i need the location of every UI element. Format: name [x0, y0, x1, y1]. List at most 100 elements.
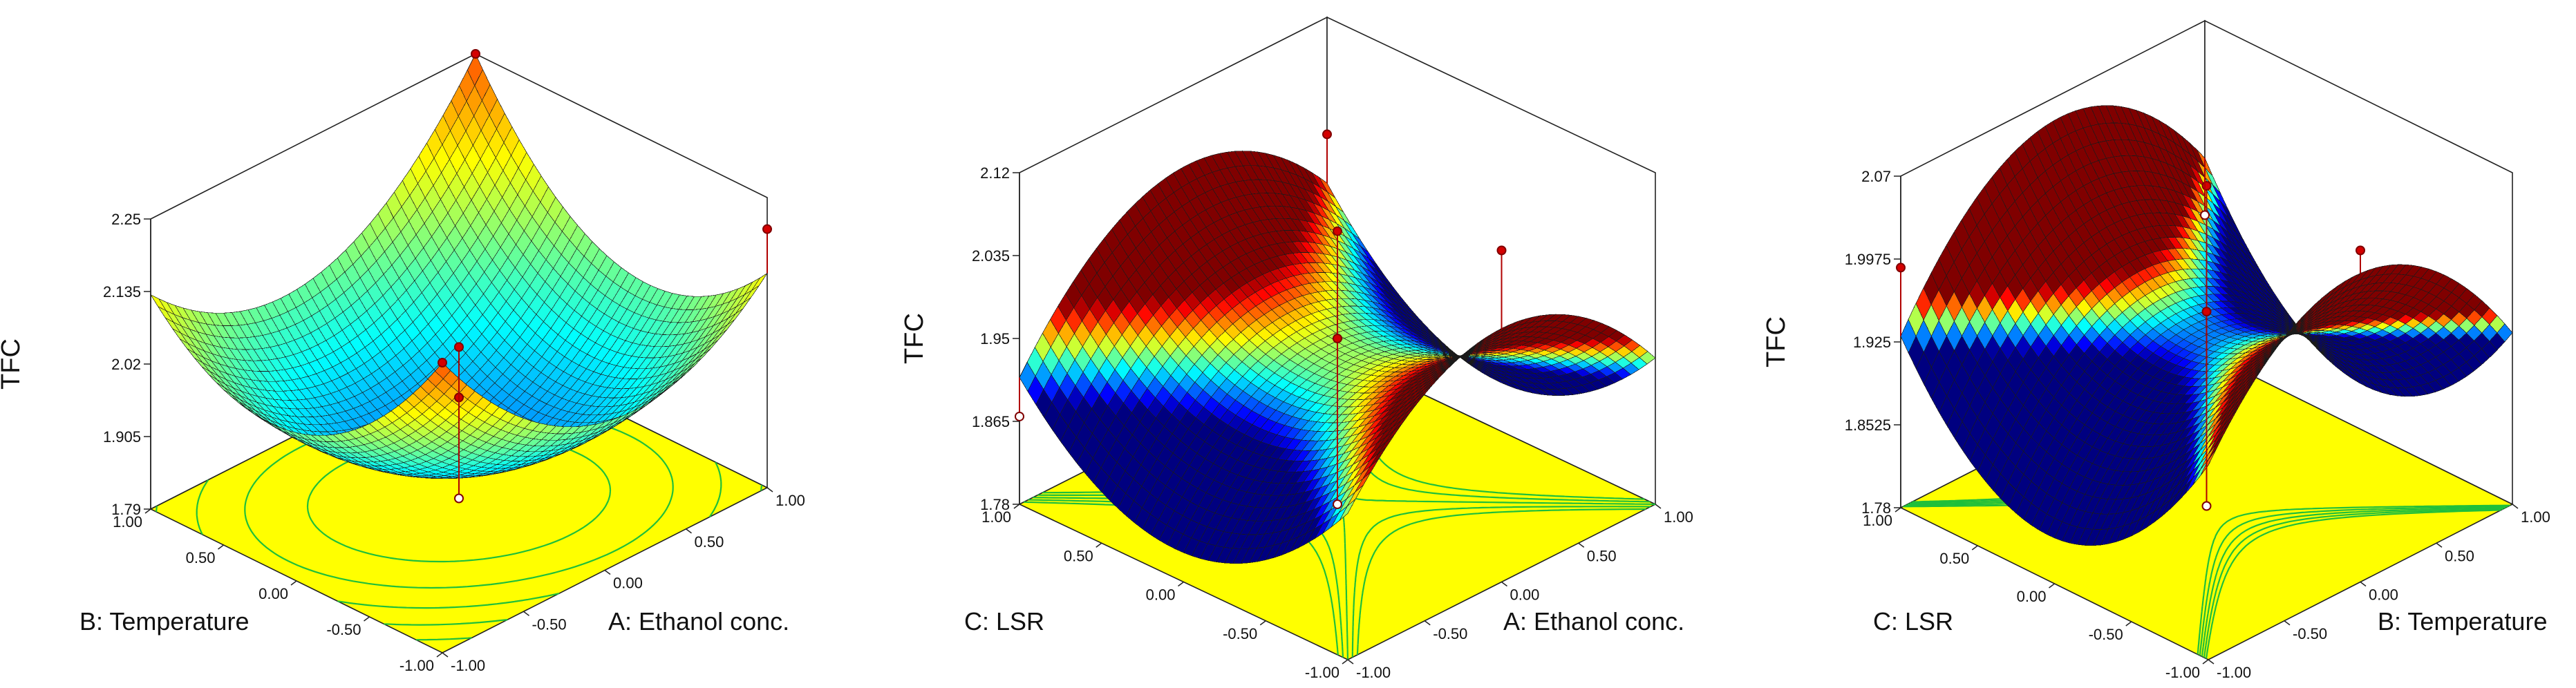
y-tick-label: -0.50 [2089, 626, 2123, 643]
y-tick-label: -0.50 [1223, 625, 1257, 642]
x-tick-mark [1501, 581, 1507, 587]
z-tick-label: 2.02 [111, 356, 141, 373]
x-tick-label: 0.50 [2445, 547, 2474, 564]
y-tick-label: -1.00 [399, 657, 434, 674]
z-tick-label: 1.865 [972, 413, 1010, 430]
x-axis-title: A: Ethanol conc. [608, 607, 789, 636]
x-tick-label: 1.00 [775, 492, 805, 509]
x-tick-mark [604, 569, 611, 575]
x-axis-title: A: Ethanol conc. [1503, 607, 1684, 636]
z-tick-label: 1.79 [111, 501, 141, 518]
x-tick-mark [442, 652, 449, 658]
design-point [1015, 411, 1024, 421]
y-tick-mark [218, 544, 224, 550]
y-tick-label: -1.00 [1305, 664, 1339, 681]
x-tick-mark [2208, 659, 2215, 665]
design-point [438, 358, 447, 367]
response-surface [1019, 151, 1656, 564]
response-surface [150, 53, 768, 479]
x-tick-label: 0.00 [1510, 586, 1540, 604]
x-axis-title: B: Temperature [2378, 607, 2547, 636]
design-point [1496, 245, 1507, 256]
y-tick-label: 0.00 [2017, 588, 2047, 605]
y-tick-mark [436, 652, 443, 658]
design-point [471, 49, 480, 59]
y-tick-mark [144, 508, 151, 514]
x-tick-mark [2436, 542, 2443, 548]
z-axis-title: TFC [1762, 316, 1791, 367]
y-tick-label: 0.50 [1064, 547, 1093, 564]
x-tick-mark [767, 487, 773, 493]
z-tick-label: 1.8525 [1845, 417, 1891, 434]
design-point [454, 342, 464, 352]
x-tick-label: 0.50 [1587, 547, 1617, 564]
y-tick-mark [1971, 545, 1978, 551]
z-tick-label: 2.035 [972, 247, 1010, 265]
y-axis-title: C: LSR [1873, 607, 1953, 636]
design-point [762, 224, 772, 234]
x-tick-mark [1424, 620, 1431, 626]
y-tick-mark [1895, 507, 1901, 513]
y-tick-mark [1342, 659, 1348, 665]
x-tick-label: -0.50 [2293, 625, 2327, 642]
x-tick-mark [1347, 659, 1354, 665]
x-tick-mark [1655, 504, 1662, 509]
y-tick-mark [2125, 621, 2132, 627]
y-tick-mark [1259, 620, 1266, 626]
y-axis-title: B: Temperature [79, 607, 249, 636]
y-tick-label: 0.00 [258, 585, 288, 602]
y-tick-mark [290, 580, 297, 586]
design-point [1333, 226, 1342, 236]
x-tick-mark [523, 611, 529, 616]
z-tick-label: 1.905 [103, 428, 141, 446]
y-tick-label: 0.00 [1146, 586, 1176, 604]
x-tick-label: -1.00 [1356, 664, 1391, 681]
x-tick-label: 0.50 [695, 533, 724, 551]
design-point [1333, 334, 1342, 343]
y-tick-mark [2049, 583, 2055, 589]
x-tick-mark [1578, 542, 1585, 548]
surface-cell [435, 362, 451, 380]
x-tick-mark [2284, 620, 2291, 626]
z-tick-label: 2.135 [103, 283, 141, 300]
z-tick-label: 1.95 [980, 330, 1010, 347]
x-tick-mark [2512, 504, 2519, 509]
chart-panel-3: 1.781.85251.9251.99752.07TFC-1.00-0.500.… [1762, 19, 2550, 681]
y-tick-label: 1.00 [981, 508, 1011, 526]
design-point [2200, 210, 2210, 220]
design-point [2201, 181, 2212, 191]
design-point [2201, 501, 2212, 511]
design-point [1333, 499, 1342, 509]
design-point [2201, 307, 2212, 317]
y-axis-title: C: LSR [964, 607, 1044, 636]
design-point [1322, 129, 1332, 140]
y-tick-mark [1013, 504, 1020, 509]
x-tick-mark [2360, 581, 2367, 587]
z-tick-label: 1.9975 [1845, 251, 1891, 268]
x-tick-label: 1.00 [2521, 508, 2550, 526]
chart-panel-2: 1.781.8651.952.0352.12TFC-1.00-0.500.000… [900, 16, 1693, 681]
design-point [2356, 245, 2365, 256]
y-tick-label: 0.50 [186, 549, 216, 566]
z-axis-title: TFC [0, 338, 26, 390]
x-tick-label: -1.00 [2217, 664, 2251, 681]
chart-panel-1: 1.79 1.905 2.02 2.135 2.25 TFC -1.00 -0.50 0.00 0… [0, 49, 805, 674]
y-tick-label: 0.50 [1939, 550, 1969, 567]
z-tick-label: 2.25 [111, 211, 141, 228]
x-tick-label: 0.00 [2369, 586, 2398, 604]
y-tick-mark [2202, 659, 2209, 665]
z-tick-label: 2.12 [980, 164, 1010, 182]
x-tick-mark [686, 528, 692, 534]
z-axis-title: TFC [900, 313, 929, 364]
x-tick-label: -0.50 [1433, 625, 1467, 642]
y-tick-mark [364, 616, 370, 622]
design-point [454, 493, 464, 504]
design-point [1896, 262, 1906, 273]
x-tick-label: 1.00 [1664, 508, 1693, 526]
y-tick-label: -1.00 [2165, 664, 2200, 681]
y-tick-label: 1.00 [1863, 512, 1892, 529]
y-tick-mark [1096, 542, 1102, 548]
x-tick-label: -0.50 [532, 615, 567, 633]
z-tick-label: 1.925 [1853, 334, 1891, 351]
x-tick-label: 0.00 [613, 575, 643, 592]
